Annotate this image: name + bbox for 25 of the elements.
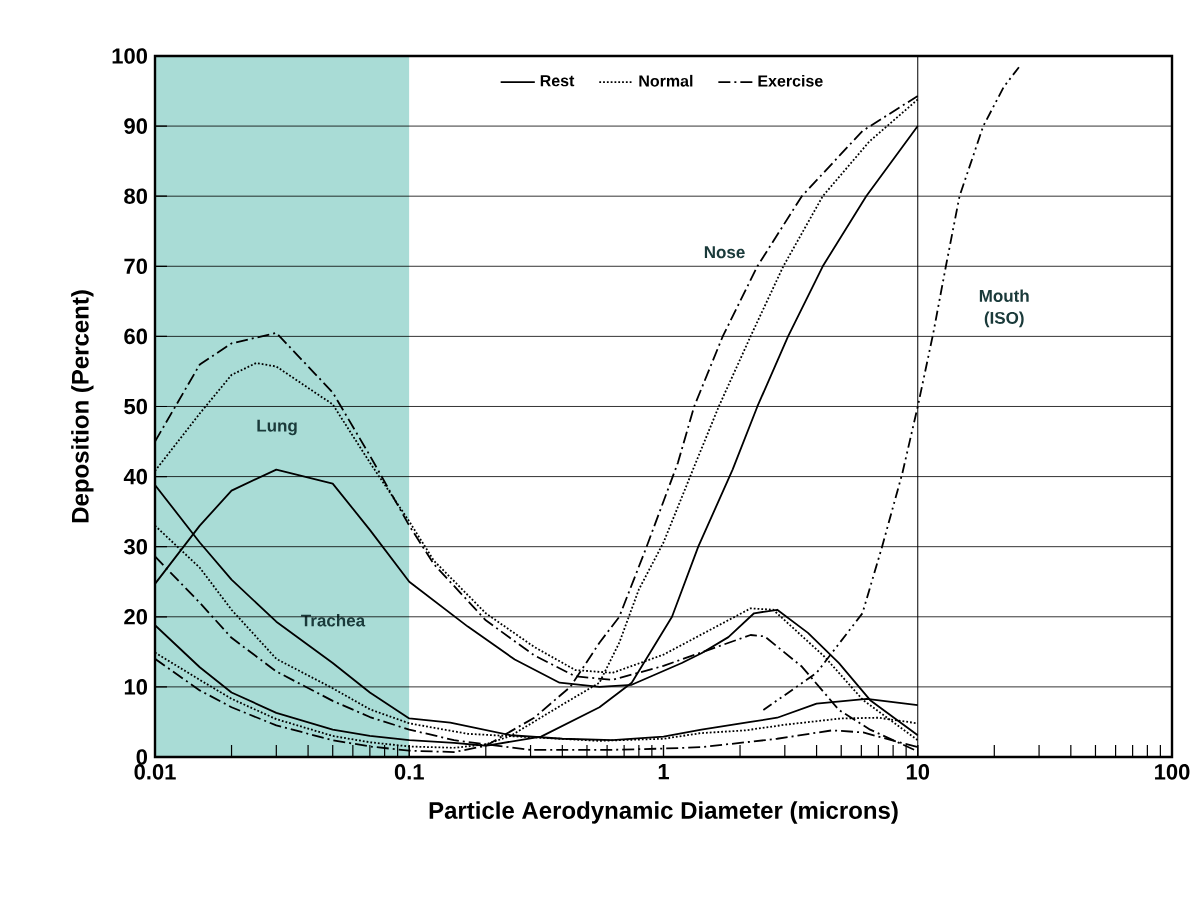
annotation: Mouth (ISO) xyxy=(979,289,1029,328)
y-tick-label: 10 xyxy=(124,679,148,695)
y-tick-label: 20 xyxy=(124,609,148,625)
annotation: Lung xyxy=(257,419,297,436)
y-tick-label: 50 xyxy=(124,398,148,415)
y-tick-label: 100 xyxy=(112,48,148,64)
y-tick-label: 30 xyxy=(123,538,148,555)
legend-label: Normal xyxy=(639,74,693,87)
y-axis-title: Deposition (Percent) xyxy=(71,290,94,523)
annotation: Nose xyxy=(704,246,745,259)
y-tick-label: 70 xyxy=(124,258,148,275)
x-tick-label: 10 xyxy=(906,764,930,780)
annotation: Trachea xyxy=(301,614,366,627)
x-axis-title: Particle Aerodynamic Diameter (microns) xyxy=(429,801,898,824)
y-tick-label: 60 xyxy=(124,328,148,345)
y-tick-label: 80 xyxy=(124,188,148,204)
x-tick-label: 0.01 xyxy=(134,764,176,780)
x-tick-label: 0.1 xyxy=(394,764,424,780)
legend-label: Exercise xyxy=(758,74,823,87)
legend-label: Rest xyxy=(540,75,575,87)
x-tick-label: 1 xyxy=(658,764,669,780)
y-tick-label: 0 xyxy=(136,749,148,765)
y-tick-label: 40 xyxy=(123,468,148,485)
x-tick-label: 100 xyxy=(1155,764,1190,780)
y-tick-label: 90 xyxy=(124,118,148,134)
